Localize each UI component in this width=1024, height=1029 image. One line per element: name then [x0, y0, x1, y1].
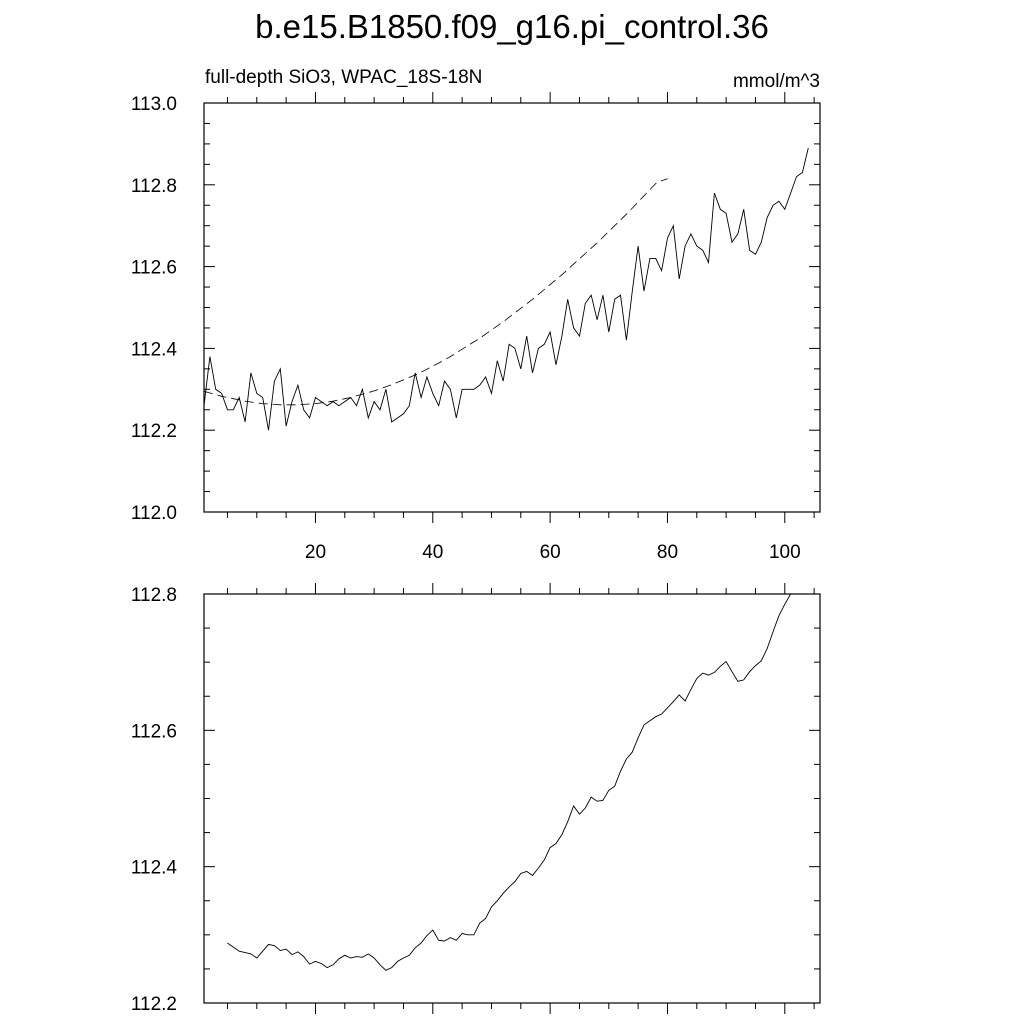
top-x-tick-label: 20 — [305, 542, 326, 563]
top-y-tick-label: 113.0 — [131, 94, 177, 115]
top-panel-subtitle: full-depth SiO3, WPAC_18S-18N — [205, 67, 482, 88]
top-y-tick-label: 112.0 — [131, 503, 177, 524]
bottom-panel: 112.2 112.4 112.6 112.8 — [131, 583, 821, 1015]
top-x-tick-label: 60 — [540, 542, 561, 563]
top-x-tick-label: 100 — [769, 542, 801, 563]
top-y-tick-label: 112.6 — [131, 258, 177, 279]
bottom-y-tick-label: 112.8 — [131, 585, 177, 606]
top-series-dashed-line — [204, 178, 668, 406]
bottom-series-solid-line — [227, 594, 792, 971]
top-series-solid-line — [204, 147, 809, 431]
bottom-y-tick-label: 112.2 — [131, 994, 177, 1015]
figure-title: b.e15.B1850.f09_g16.pi_control.36 — [255, 8, 769, 45]
bottom-y-tick-label: 112.4 — [131, 858, 178, 879]
top-y-tick-label: 112.2 — [131, 421, 177, 442]
top-y-tick-label: 112.8 — [131, 176, 177, 197]
top-x-tick-label: 80 — [657, 542, 678, 563]
top-panel: 20 40 60 80 100 112.0 112.2 112.4 112.6 112.8 113.… — [131, 92, 821, 563]
top-y-tick-label: 112.4 — [131, 339, 178, 360]
bottom-plot-frame — [203, 593, 821, 1004]
top-panel-units: mmol/m^3 — [733, 71, 820, 92]
top-x-tick-label: 40 — [422, 542, 443, 563]
top-plot-frame — [203, 102, 821, 513]
bottom-y-tick-label: 112.6 — [131, 721, 177, 742]
